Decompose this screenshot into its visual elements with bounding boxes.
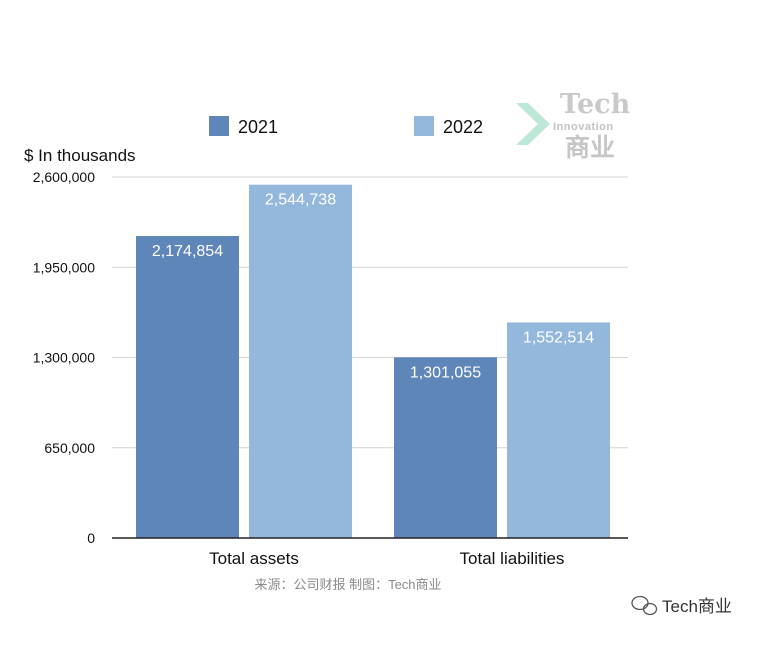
bar-data-label: 2,544,738 xyxy=(265,192,336,209)
x-category-label: Total assets xyxy=(209,549,299,568)
wechat-icon xyxy=(631,595,658,616)
bar-data-label: 2,174,854 xyxy=(152,243,223,260)
bars: 2,174,854 2,544,738 1,301,055 1,552,514 xyxy=(136,184,610,538)
watermark-text-cn: 商业 xyxy=(565,133,615,162)
y-tick-label: 1,300,000 xyxy=(33,350,95,366)
legend-swatch-2021 xyxy=(209,116,229,136)
source-note: 来源：公司财报 制图：Tech商业 xyxy=(254,577,441,592)
watermark-logo: Tech Innovation 商业 xyxy=(516,89,631,162)
y-tick-label: 1,950,000 xyxy=(33,259,95,275)
legend: 2021 2022 xyxy=(209,116,483,137)
bar-data-label: 1,552,514 xyxy=(523,329,594,346)
x-axis-categories: Total assets Total liabilities xyxy=(209,549,564,568)
watermark-arrow-icon xyxy=(516,103,550,145)
wechat-footer: Tech商业 xyxy=(631,595,732,616)
bar-data-label: 1,301,055 xyxy=(410,364,481,381)
legend-label-2021: 2021 xyxy=(238,117,278,137)
bar-2022-total-liabilities xyxy=(507,322,610,538)
y-tick-label: 650,000 xyxy=(44,440,95,456)
x-category-label: Total liabilities xyxy=(460,549,565,568)
y-tick-label: 0 xyxy=(87,530,95,546)
y-tick-label: 2,600,000 xyxy=(33,169,95,185)
wechat-account-name: Tech商业 xyxy=(662,597,732,616)
legend-label-2022: 2022 xyxy=(443,117,483,137)
bar-2022-total-assets xyxy=(249,184,352,538)
y-axis-ticks: 0 650,000 1,300,000 1,950,000 2,600,000 xyxy=(33,169,96,546)
bar-2021-total-assets xyxy=(136,236,239,538)
watermark-text-innovation: Innovation xyxy=(553,121,614,133)
bar-2021-total-liabilities xyxy=(394,357,497,538)
y-axis-unit-label: $ In thousands xyxy=(24,146,136,165)
watermark-text-tech: Tech xyxy=(560,89,631,120)
legend-swatch-2022 xyxy=(414,116,434,136)
